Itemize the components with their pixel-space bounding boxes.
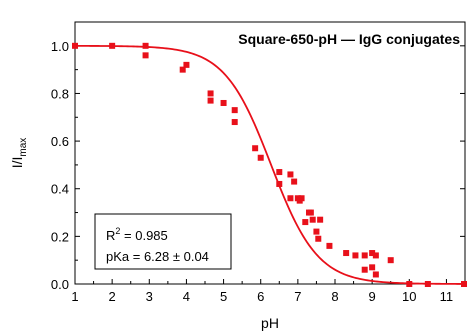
- data-point: [309, 216, 316, 223]
- x-tick-label: 9: [369, 289, 376, 304]
- x-tick-label: 6: [257, 289, 264, 304]
- data-point: [372, 252, 379, 259]
- y-tick-label: 1.0: [51, 39, 69, 54]
- data-point: [317, 216, 324, 223]
- x-tick-label: 1: [71, 289, 78, 304]
- data-point: [352, 252, 359, 259]
- data-point: [142, 42, 149, 49]
- x-tick-label: 8: [331, 289, 338, 304]
- data-point: [369, 264, 376, 271]
- data-point: [231, 107, 238, 114]
- data-point: [207, 90, 214, 97]
- x-tick-label: 3: [146, 289, 153, 304]
- y-tick-label: 0.2: [51, 229, 69, 244]
- y-axis-ticks: 0.0 0.2 0.4 0.6 0.8 1.0: [51, 21, 465, 292]
- data-point: [252, 145, 259, 152]
- data-point: [361, 266, 368, 273]
- data-point: [372, 271, 379, 278]
- x-tick-label: 11: [440, 289, 454, 304]
- data-point: [207, 97, 214, 104]
- fit-curve: [75, 44, 465, 285]
- x-tick-label: 2: [109, 289, 116, 304]
- data-point: [276, 180, 283, 187]
- data-point: [179, 66, 186, 73]
- y-tick-label: 0.8: [51, 86, 69, 101]
- data-point: [183, 61, 190, 68]
- data-point: [298, 195, 305, 202]
- stats-box: [94, 213, 232, 270]
- data-point: [220, 99, 227, 106]
- data-point: [315, 235, 322, 242]
- y-tick-label: 0.4: [51, 182, 69, 197]
- y-tick-label: 0.6: [51, 134, 69, 149]
- y-axis-title: I/Imax: [9, 138, 29, 169]
- data-point: [369, 250, 376, 257]
- data-point: [424, 281, 431, 287]
- data-point: [313, 228, 320, 235]
- data-point: [406, 281, 413, 287]
- data-point: [302, 219, 309, 226]
- x-tick-label: 4: [183, 289, 190, 304]
- x-axis-ticks: 1 2 3 4 5 6 7 8 9 10 11: [71, 279, 453, 304]
- pka-text: pKa = 6.28 ± 0.04: [106, 249, 209, 264]
- data-point: [257, 154, 264, 161]
- data-point: [361, 252, 368, 259]
- data-point: [287, 195, 294, 202]
- chart-title: Square-650-pH — IgG conjugates: [238, 31, 460, 47]
- data-point: [276, 169, 283, 176]
- data-point: [326, 242, 333, 249]
- x-axis-title: pH: [261, 315, 279, 331]
- data-point: [343, 250, 350, 257]
- data-point: [231, 119, 238, 126]
- plot-frame: [74, 21, 466, 285]
- data-point: [461, 281, 467, 287]
- data-point: [291, 178, 298, 185]
- data-point: [72, 42, 78, 49]
- data-point: [307, 209, 314, 216]
- data-point: [287, 171, 294, 178]
- x-tick-label: 7: [294, 289, 301, 304]
- data-point: [142, 52, 149, 59]
- y-tick-label: 0.0: [51, 277, 69, 292]
- x-tick-label: 5: [220, 289, 227, 304]
- x-tick-label: 10: [402, 289, 416, 304]
- r-squared-text: R2 = 0.985: [106, 226, 168, 243]
- data-point: [109, 42, 116, 49]
- data-points: [72, 42, 467, 287]
- data-point: [387, 257, 394, 264]
